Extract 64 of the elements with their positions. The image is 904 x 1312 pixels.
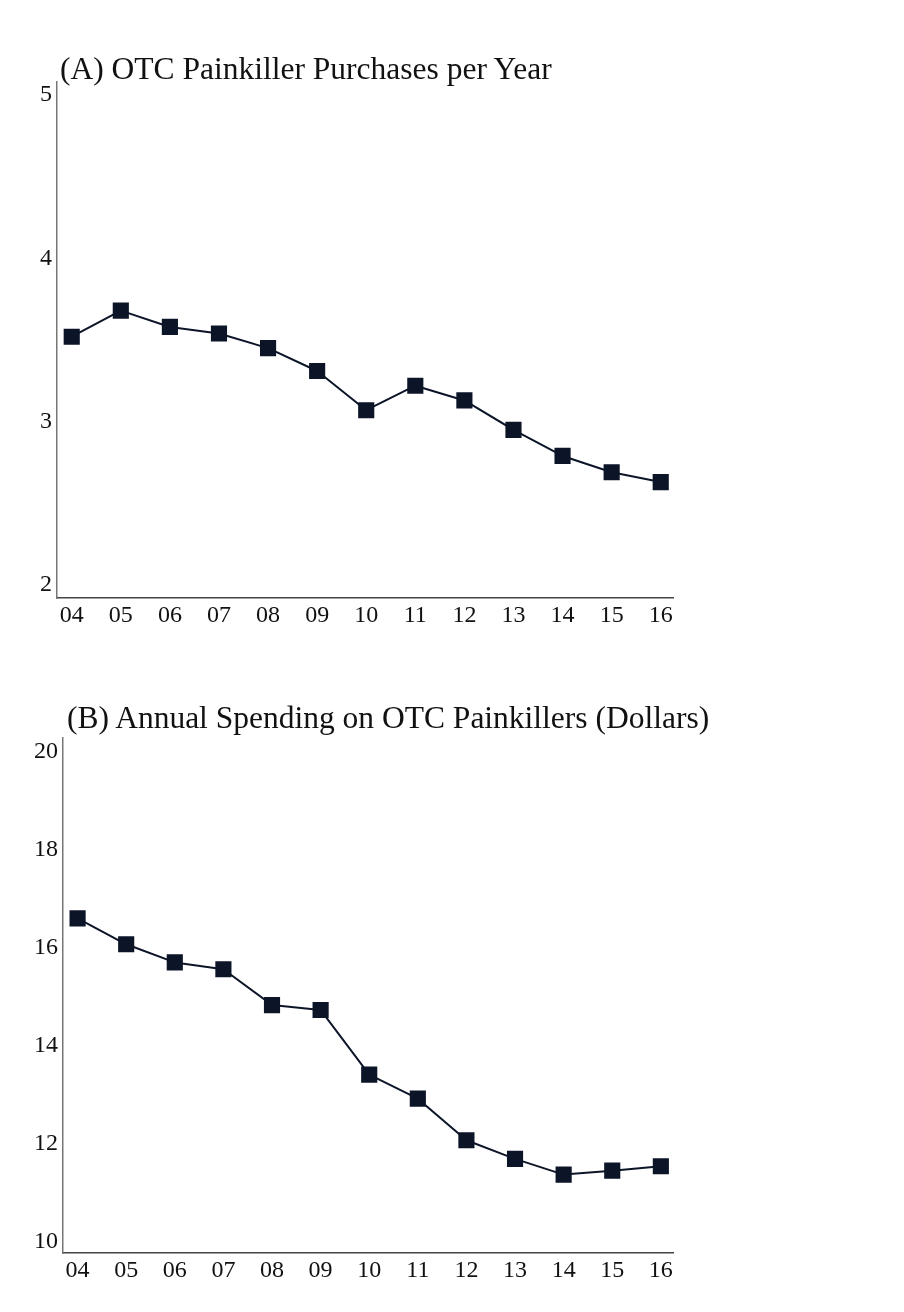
x-tick-label: 15 [600, 1255, 625, 1282]
point [63, 328, 80, 345]
x-tick-label: 09 [305, 600, 330, 627]
y-tick-label: 2 [40, 570, 52, 597]
point [166, 954, 183, 971]
x-tick-label: 13 [503, 1255, 528, 1282]
y-tick-label: 14 [34, 1030, 58, 1057]
point [361, 1066, 378, 1083]
x-tick-label: 11 [403, 600, 427, 627]
x-tick-label: 07 [206, 600, 231, 627]
point [312, 1001, 329, 1019]
point [603, 464, 620, 481]
x-tick-label: 05 [114, 1255, 139, 1282]
x-tick-label: 15 [599, 600, 624, 627]
y-tick-label: 4 [40, 243, 52, 270]
point [458, 1132, 475, 1149]
point [309, 362, 326, 380]
y-tick-label: 3 [40, 406, 52, 433]
point [358, 402, 375, 419]
y-tick-label: 12 [34, 1128, 58, 1155]
point [652, 473, 669, 491]
point [215, 961, 232, 978]
point [652, 1158, 669, 1175]
point [118, 936, 135, 953]
x-tick-label: 07 [211, 1255, 236, 1282]
point [407, 377, 424, 394]
y-tick-label: 16 [34, 932, 58, 959]
x-tick-label: 16 [648, 600, 673, 627]
x-tick-label: 10 [354, 600, 379, 627]
x-tick-label: 12 [452, 600, 477, 627]
x-tick-label: 10 [357, 1255, 382, 1282]
point [554, 447, 571, 465]
point [456, 392, 473, 409]
y-tick-label: 10 [34, 1226, 58, 1253]
x-tick-label: 14 [551, 1255, 576, 1282]
chart-title: (B) Annual Spending on OTC Painkillers (Dollars) [67, 700, 710, 737]
point [604, 1162, 621, 1179]
point [506, 1150, 524, 1167]
point [69, 910, 86, 927]
y-tick-label: 18 [34, 834, 58, 861]
x-tick-label: 11 [406, 1255, 430, 1282]
point [210, 325, 228, 342]
x-tick-label: 14 [550, 600, 575, 627]
x-tick-label: 12 [454, 1255, 479, 1282]
x-tick-label: 06 [157, 600, 182, 627]
y-tick-label: 20 [34, 736, 58, 763]
point [505, 421, 522, 438]
point [409, 1090, 426, 1107]
x-tick-label: 13 [501, 600, 526, 627]
point [555, 1166, 572, 1183]
point [259, 340, 277, 357]
x-tick-label: 04 [65, 1255, 90, 1282]
x-tick-label: 08 [256, 600, 281, 627]
y-tick-label: 5 [40, 80, 52, 107]
point [161, 318, 178, 336]
x-tick-label: 16 [648, 1255, 673, 1282]
point [112, 302, 129, 319]
chart-title: (A) OTC Painkiller Purchases per Year [60, 51, 552, 88]
x-tick-label: 09 [308, 1255, 333, 1282]
x-tick-label: 08 [260, 1255, 284, 1282]
x-tick-label: 05 [108, 600, 133, 627]
x-tick-label: 06 [162, 1255, 187, 1282]
point [263, 996, 281, 1014]
x-tick-label: 04 [59, 600, 84, 627]
